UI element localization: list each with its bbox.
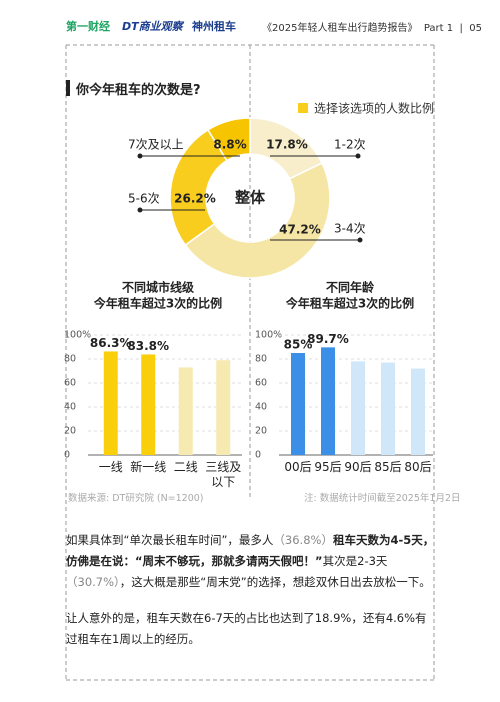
y-tick-label: 100% bbox=[64, 330, 91, 341]
source: 数据来源: DT研究院 (N=1200) bbox=[68, 493, 204, 504]
bar bbox=[321, 347, 335, 455]
y-tick-label: 0 bbox=[64, 450, 70, 461]
title-marker bbox=[66, 80, 70, 96]
paragraph: 让人意外的是，租车天数在6-7天的占比也达到了18.9%，还有4.6%有过租车在… bbox=[66, 608, 438, 650]
x-tick-label: 新一线 bbox=[130, 460, 167, 474]
leader-dot bbox=[137, 153, 143, 159]
x-tick-label: 90后 bbox=[344, 460, 372, 474]
value-label: 89.7% bbox=[307, 332, 349, 346]
category-label: 7次及以上 bbox=[128, 138, 184, 152]
y-tick-label: 40 bbox=[255, 402, 267, 413]
part: Part 1 bbox=[423, 23, 454, 34]
text-run: （36.8%） bbox=[273, 533, 333, 547]
y-tick-label: 20 bbox=[64, 426, 76, 437]
x-tick-label: 二线 bbox=[173, 460, 198, 474]
x-tick-label: 85后 bbox=[374, 460, 402, 474]
bar bbox=[178, 367, 193, 455]
text-run: （30.7%） bbox=[66, 575, 120, 589]
paragraph: 如果具体到“单次最长租车时间”，最多人（36.8%）租车天数为4-5天，仿佛是在… bbox=[66, 530, 438, 593]
category-label: 3-4次 bbox=[334, 222, 366, 236]
bar bbox=[216, 360, 231, 455]
legend-label: 选择该选项的人数比例 bbox=[314, 101, 434, 116]
bar bbox=[381, 362, 395, 455]
y-tick-label: 0 bbox=[255, 450, 261, 461]
value-label: 47.2% bbox=[279, 223, 321, 237]
bar bbox=[291, 353, 305, 455]
section-title: 你今年租车的次数是? bbox=[76, 83, 201, 98]
logo: 第一财经 bbox=[66, 20, 110, 33]
x-tick-label: 80后 bbox=[404, 460, 432, 474]
category-label: 5-6次 bbox=[128, 192, 160, 206]
bar bbox=[411, 368, 425, 455]
page-number: 05 bbox=[469, 23, 482, 34]
y-tick-label: 60 bbox=[64, 378, 76, 389]
chart-title: 今年租车超过3次的比例 bbox=[93, 296, 222, 311]
value-label: 83.8% bbox=[127, 339, 169, 353]
donut-segment bbox=[206, 117, 251, 162]
text-run: 如果具体到“单次最长租车时间”，最多人 bbox=[66, 533, 274, 547]
leader-dot bbox=[357, 237, 363, 243]
value-label: 26.2% bbox=[174, 192, 216, 206]
text-run: ，这大概是那些“周末党”的选择，想趁双休日出去放松一下。 bbox=[119, 575, 431, 589]
value-label: 86.3% bbox=[90, 336, 132, 350]
leader-dot bbox=[355, 153, 361, 159]
text-run: 其次是2-3天 bbox=[322, 554, 388, 568]
note: 注: 数据统计时间截至2025年1月2日 bbox=[304, 493, 461, 504]
bar bbox=[103, 351, 118, 455]
y-tick-label: 80 bbox=[64, 354, 76, 365]
chart-title: 不同城市线级 bbox=[122, 280, 194, 295]
logo: 神州租车 bbox=[192, 20, 236, 33]
chart-title: 今年租车超过3次的比例 bbox=[285, 296, 414, 311]
header-info: 《2025年轻人租车出行趋势报告》 Part 1 | 05 bbox=[262, 23, 482, 34]
bar bbox=[141, 354, 156, 455]
x-tick-label: 三线及以下 bbox=[205, 460, 242, 489]
y-tick-label: 40 bbox=[64, 402, 76, 413]
category-label: 1-2次 bbox=[334, 138, 366, 152]
x-tick-label: 00后 bbox=[284, 460, 312, 474]
text-run: 租车天数为4-5天，仿佛是在说：“周末不够玩，那就多请两天假吧！” bbox=[66, 533, 435, 568]
value-label: 8.8% bbox=[213, 138, 246, 152]
report-title: 《2025年轻人租车出行趋势报告》 bbox=[262, 23, 418, 34]
value-label: 85% bbox=[284, 338, 313, 352]
logo: DT商业观察 bbox=[122, 20, 183, 33]
y-tick-label: 20 bbox=[255, 426, 267, 437]
y-tick-label: 80 bbox=[255, 354, 267, 365]
chart-title: 不同年龄 bbox=[326, 280, 375, 295]
leader-dot bbox=[137, 207, 143, 213]
x-tick-label: 一线 bbox=[98, 460, 123, 474]
value-label: 17.8% bbox=[266, 138, 308, 152]
center-label: 整体 bbox=[235, 189, 266, 207]
y-tick-label: 100% bbox=[255, 330, 282, 341]
text-run: 让人意外的是，租车天数在6-7天的占比也达到了18.9%，还有4.6%有过租车在… bbox=[66, 611, 427, 646]
donut-segment bbox=[184, 162, 331, 279]
legend-swatch bbox=[298, 103, 308, 113]
x-tick-label: 95后 bbox=[314, 460, 342, 474]
y-tick-label: 60 bbox=[255, 378, 267, 389]
bar bbox=[351, 361, 365, 455]
